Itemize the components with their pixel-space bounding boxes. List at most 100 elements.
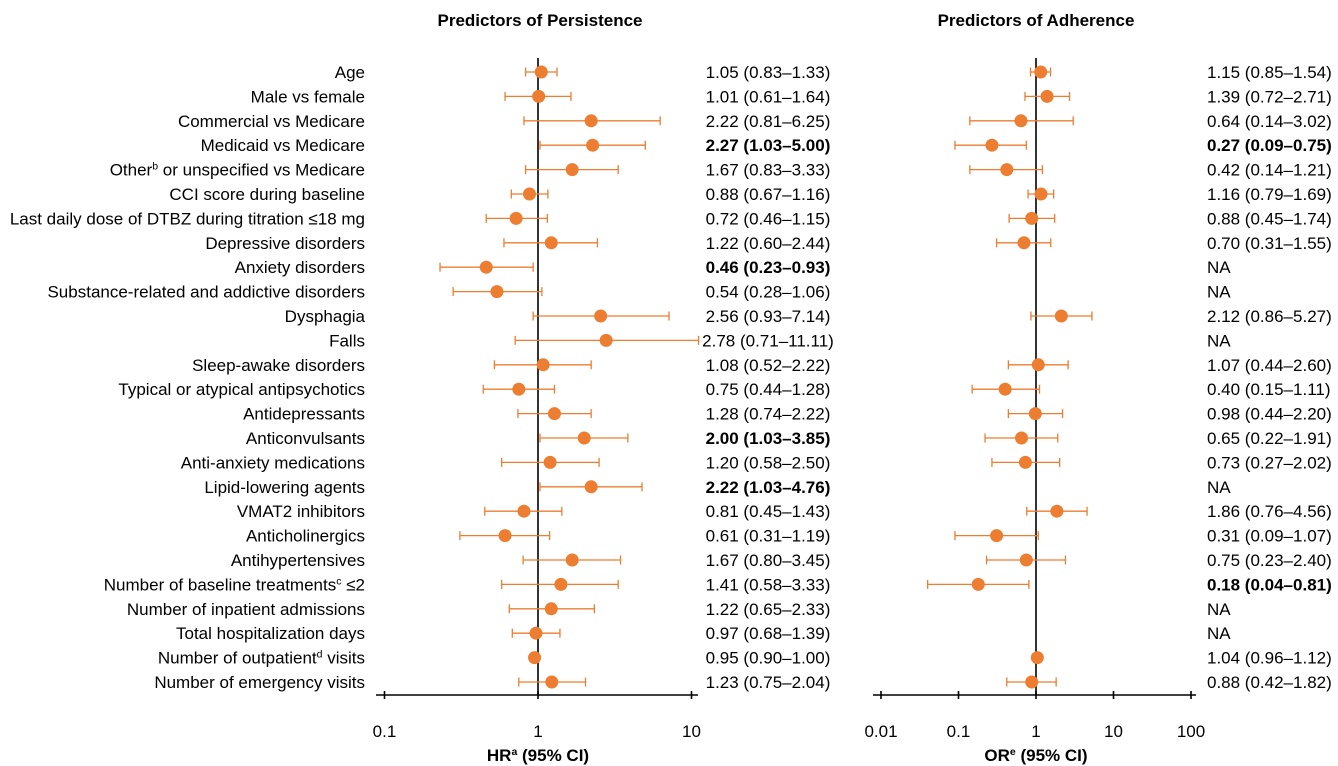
value-label: 0.95 (0.90–1.00) [706, 649, 831, 668]
value-label: 0.18 (0.04–0.81) [1207, 575, 1332, 594]
value-label: 0.64 (0.14–3.02) [1207, 112, 1332, 131]
value-label: 0.70 (0.31–1.55) [1207, 234, 1332, 253]
point-marker [509, 211, 523, 225]
value-label: 0.42 (0.14–1.21) [1207, 161, 1332, 180]
row-label-text: Falls [329, 331, 365, 350]
row-label: Falls [329, 331, 365, 350]
point-marker [565, 163, 579, 177]
tick-label: 100 [1177, 722, 1205, 741]
value-label: 0.75 (0.44–1.28) [706, 380, 831, 399]
point-marker [971, 577, 985, 591]
point-marker [990, 529, 1004, 543]
row-label-superscript: c [336, 575, 341, 587]
row-label-text: Anticholinergics [246, 527, 365, 546]
row-label: CCI score during baseline [169, 185, 365, 204]
row-label: Dysphagia [285, 307, 366, 326]
panel-title: Predictors of Persistence [437, 11, 642, 30]
point-marker [1028, 407, 1042, 421]
row-label: VMAT2 inhibitors [237, 502, 365, 521]
value-label: 1.39 (0.72–2.71) [1207, 87, 1332, 106]
row-label: Otherb or unspecified vs Medicare [110, 161, 365, 180]
row-label-text: Anticonvulsants [246, 429, 365, 448]
value-label: 1.23 (0.75–2.04) [706, 673, 831, 692]
row-label-text: Number of emergency visits [154, 673, 365, 692]
tick-label: 0.01 [864, 722, 897, 741]
value-label: 0.54 (0.28–1.06) [706, 283, 831, 302]
value-label: NA [1207, 258, 1231, 277]
row-label: Number of inpatient admissions [127, 600, 365, 619]
value-label: 2.12 (0.86–5.27) [1207, 307, 1332, 326]
row-label: Commercial vs Medicare [178, 112, 365, 131]
point-marker [528, 651, 542, 665]
value-label: 0.65 (0.22–1.91) [1207, 429, 1332, 448]
point-marker [1025, 675, 1039, 689]
point-marker [1000, 163, 1014, 177]
row-label-text: Last daily dose of DTBZ during titration… [10, 209, 365, 228]
value-label: 2.22 (0.81–6.25) [706, 112, 831, 131]
tick-label: 10 [1104, 722, 1123, 741]
row-label: Number of baseline treatmentsc ≤2 [104, 575, 365, 594]
point-marker [1025, 211, 1039, 225]
row-label: Anxiety disorders [235, 258, 365, 277]
point-marker [498, 529, 512, 543]
value-label: 2.22 (1.03–4.76) [706, 478, 831, 497]
point-marker [544, 236, 558, 250]
persistence-panel: Predictors of Persistence HRa (95% CI) 0… [373, 11, 834, 765]
point-marker [1050, 504, 1064, 518]
point-marker [1054, 309, 1068, 323]
value-label: 0.97 (0.68–1.39) [706, 624, 831, 643]
point-marker [1019, 553, 1033, 567]
row-label: Number of outpatientd visits [158, 649, 365, 668]
value-label: 0.75 (0.23–2.40) [1207, 551, 1332, 570]
x-axis-title-superscript: e [1010, 746, 1016, 758]
row-label-text: Sleep-awake disorders [192, 356, 365, 375]
row-label: Antidepressants [243, 405, 365, 424]
row-label-superscript: d [317, 649, 323, 661]
row-label-text: CCI score during baseline [169, 185, 365, 204]
point-marker [577, 431, 591, 445]
row-label-text-after: visits [323, 649, 366, 668]
row-label-text: Male vs female [251, 87, 365, 106]
point-marker [490, 285, 504, 299]
row-label-text: Age [335, 63, 365, 82]
row-label-text: Total hospitalization days [176, 624, 365, 643]
row-label-text: Medicaid vs Medicare [201, 136, 365, 155]
row-label-text: Dysphagia [285, 307, 366, 326]
point-marker [1015, 431, 1029, 445]
value-label: 1.01 (0.61–1.64) [706, 87, 831, 106]
value-label: 1.08 (0.52–2.22) [706, 356, 831, 375]
x-axis-title-suffix: (95% CI) [1016, 746, 1088, 765]
row-label: Anti-anxiety medications [181, 453, 365, 472]
value-label: 2.27 (1.03–5.00) [706, 136, 831, 155]
point-marker [544, 602, 558, 616]
x-axis-title: HRa (95% CI) [487, 746, 589, 765]
point-marker [1030, 651, 1044, 665]
value-label: 1.67 (0.83–3.33) [706, 161, 831, 180]
value-label: 1.07 (0.44–2.60) [1207, 356, 1332, 375]
point-marker [1017, 236, 1031, 250]
value-label: 0.88 (0.42–1.82) [1207, 673, 1332, 692]
x-axis-title-suffix: (95% CI) [517, 746, 589, 765]
tick-label: 10 [682, 722, 701, 741]
point-marker [545, 675, 559, 689]
value-label: 2.00 (1.03–3.85) [706, 429, 831, 448]
row-label: Age [335, 63, 365, 82]
row-label-text: Typical or atypical antipsychotics [118, 380, 365, 399]
value-label: 2.78 (0.71–11.11) [702, 331, 834, 350]
value-label: NA [1207, 331, 1231, 350]
value-label: 0.27 (0.09–0.75) [1207, 136, 1332, 155]
value-label: NA [1207, 478, 1231, 497]
row-label-text: Number of inpatient admissions [127, 600, 365, 619]
tick-label: 0.1 [947, 722, 971, 741]
value-label: 1.22 (0.60–2.44) [706, 234, 831, 253]
point-marker [547, 407, 561, 421]
point-marker [985, 138, 999, 152]
value-label: 0.72 (0.46–1.15) [706, 209, 831, 228]
row-label-text: VMAT2 inhibitors [237, 502, 365, 521]
point-marker [599, 333, 613, 347]
row-label-text: Commercial vs Medicare [178, 112, 365, 131]
row-label: Male vs female [251, 87, 365, 106]
row-label: Anticholinergics [246, 527, 365, 546]
row-label-text: Substance-related and addictive disorder… [47, 283, 365, 302]
adherence-panel: Predictors of Adherence ORe (95% CI) 0.0… [864, 11, 1331, 765]
